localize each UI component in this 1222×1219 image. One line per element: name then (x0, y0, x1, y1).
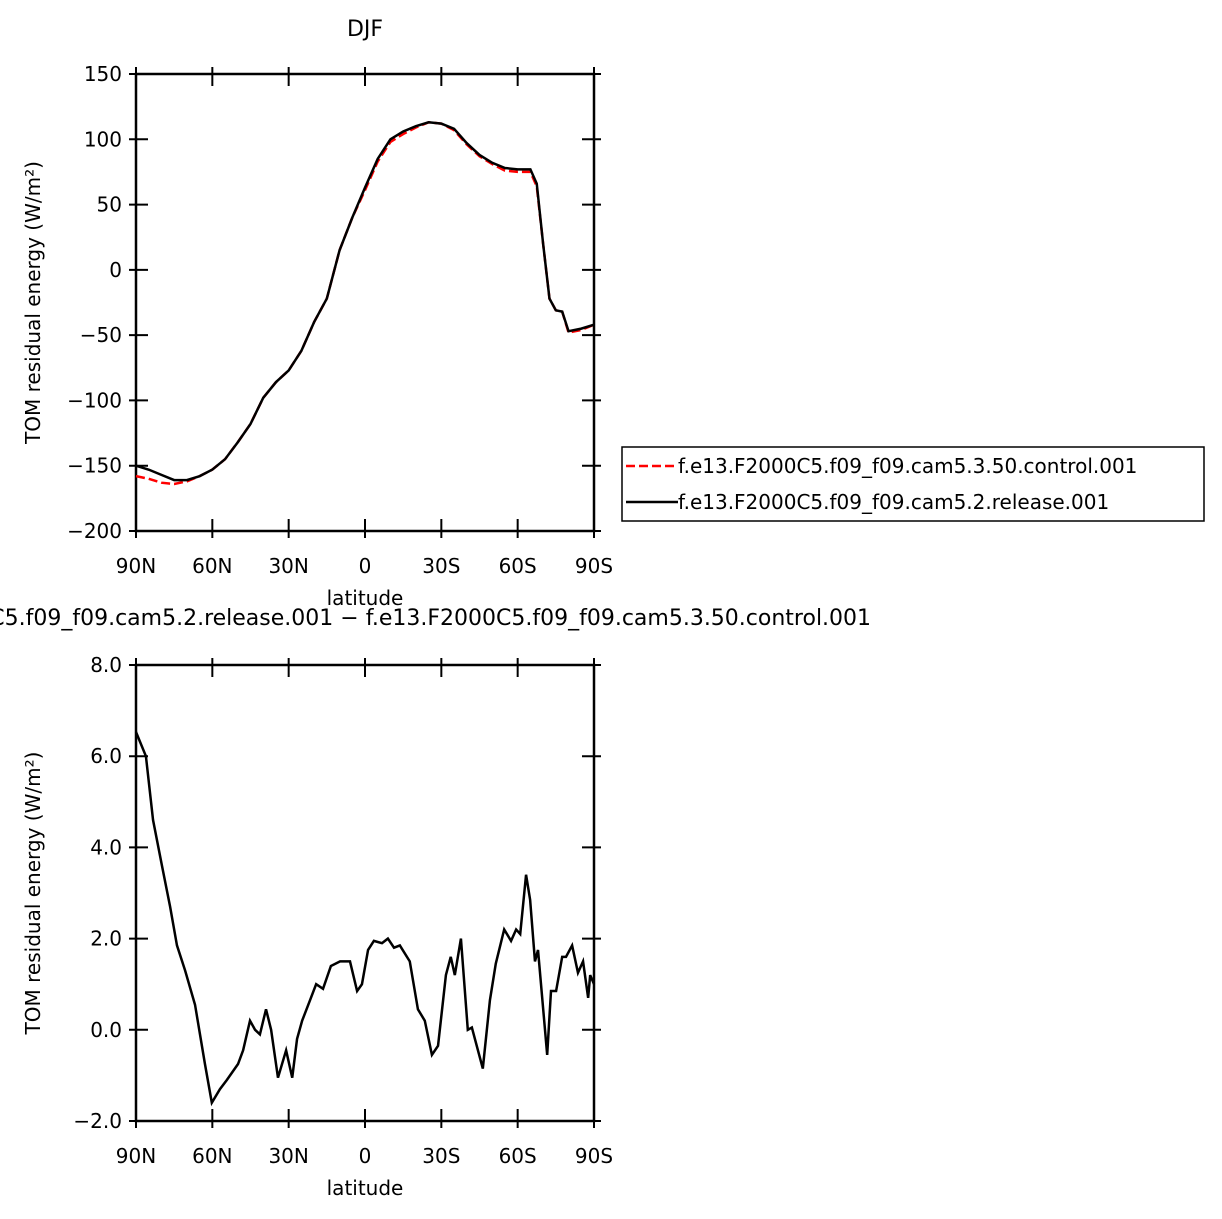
y-tick-label: 0 (109, 258, 122, 282)
series-line (135, 121, 595, 482)
y-tick-label: 0.0 (90, 1018, 122, 1042)
plot-frame (134, 72, 596, 533)
y-tick-label: 6.0 (90, 744, 122, 768)
x-tick-label: 0 (359, 1144, 372, 1168)
x-tick-label: 30N (268, 554, 308, 578)
series-line (135, 121, 595, 486)
y-tick-label: −200 (67, 519, 122, 543)
chart-title: DJF (347, 17, 383, 42)
y-tick-label: −100 (67, 388, 122, 412)
x-tick-label: 0 (359, 554, 372, 578)
y-tick-label: −150 (67, 454, 122, 478)
y-tick-label: 8.0 (90, 653, 122, 677)
x-tick-label: 30S (422, 554, 460, 578)
x-tick-label: 90N (116, 1144, 156, 1168)
legend-label: f.e13.F2000C5.f09_f09.cam5.3.50.control.… (678, 454, 1137, 478)
y-axis-label: TOM residual energy (W/m²) (21, 752, 45, 1036)
x-axis-label: latitude (327, 586, 404, 610)
x-tick-label: 90S (575, 1144, 613, 1168)
chart-title: f.e13.F2000C5.f09_f09.cam5.2.release.001… (0, 606, 871, 631)
x-tick-label: 60N (192, 554, 232, 578)
y-tick-label: 50 (97, 193, 122, 217)
y-tick-label: 100 (84, 127, 122, 151)
y-tick-label: 2.0 (90, 927, 122, 951)
x-tick-label: 60N (192, 1144, 232, 1168)
y-tick-label: 4.0 (90, 835, 122, 859)
x-tick-label: 30N (268, 1144, 308, 1168)
x-tick-label: 60S (499, 554, 537, 578)
x-axis-label: latitude (327, 1176, 404, 1200)
y-axis-label: TOM residual energy (W/m²) (21, 161, 45, 445)
x-tick-label: 30S (422, 1144, 460, 1168)
legend-box (621, 446, 1205, 522)
legend-label: f.e13.F2000C5.f09_f09.cam5.2.release.001 (678, 490, 1109, 514)
x-tick-label: 60S (499, 1144, 537, 1168)
x-tick-label: 90S (575, 554, 613, 578)
series-line (134, 731, 596, 1107)
y-tick-label: −2.0 (73, 1109, 122, 1133)
x-tick-label: 90N (116, 554, 156, 578)
y-tick-label: 150 (84, 62, 122, 86)
y-tick-label: −50 (80, 323, 122, 347)
